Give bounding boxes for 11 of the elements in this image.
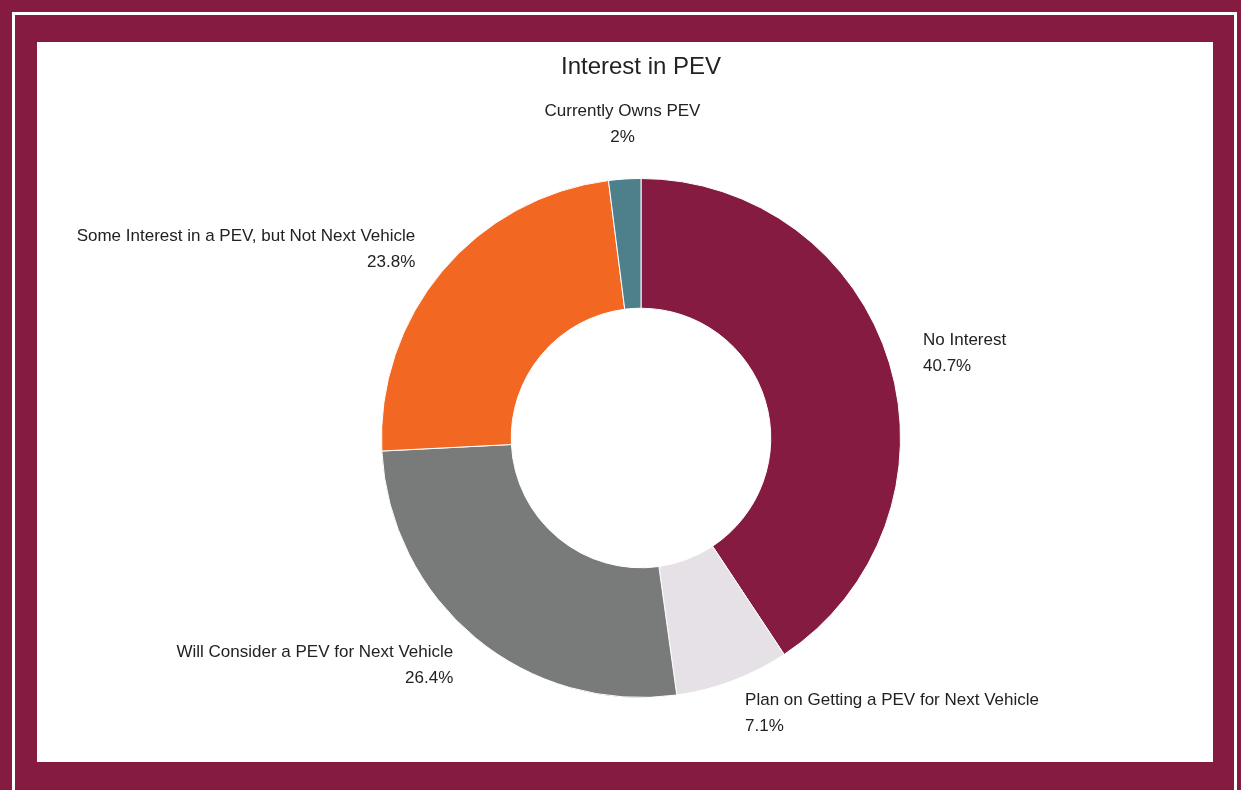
slice-label: Plan on Getting a PEV for Next Vehicle	[745, 690, 1039, 710]
slice-label: Some Interest in a PEV, but Not Next Vehicle	[76, 225, 416, 245]
chart-title: Interest in PEV	[560, 51, 722, 79]
data-label: 2%	[610, 126, 635, 146]
data-label: 26.4%	[405, 667, 454, 687]
data-label: 7.1%	[745, 716, 784, 736]
slice-label: Currently Owns PEV	[544, 100, 702, 120]
data-label: 40.7%	[923, 355, 972, 375]
data-label: 23.8%	[367, 251, 416, 271]
slice-label: No Interest	[923, 329, 1007, 349]
slice-label: Will Consider a PEV for Next Vehicle	[176, 641, 454, 661]
